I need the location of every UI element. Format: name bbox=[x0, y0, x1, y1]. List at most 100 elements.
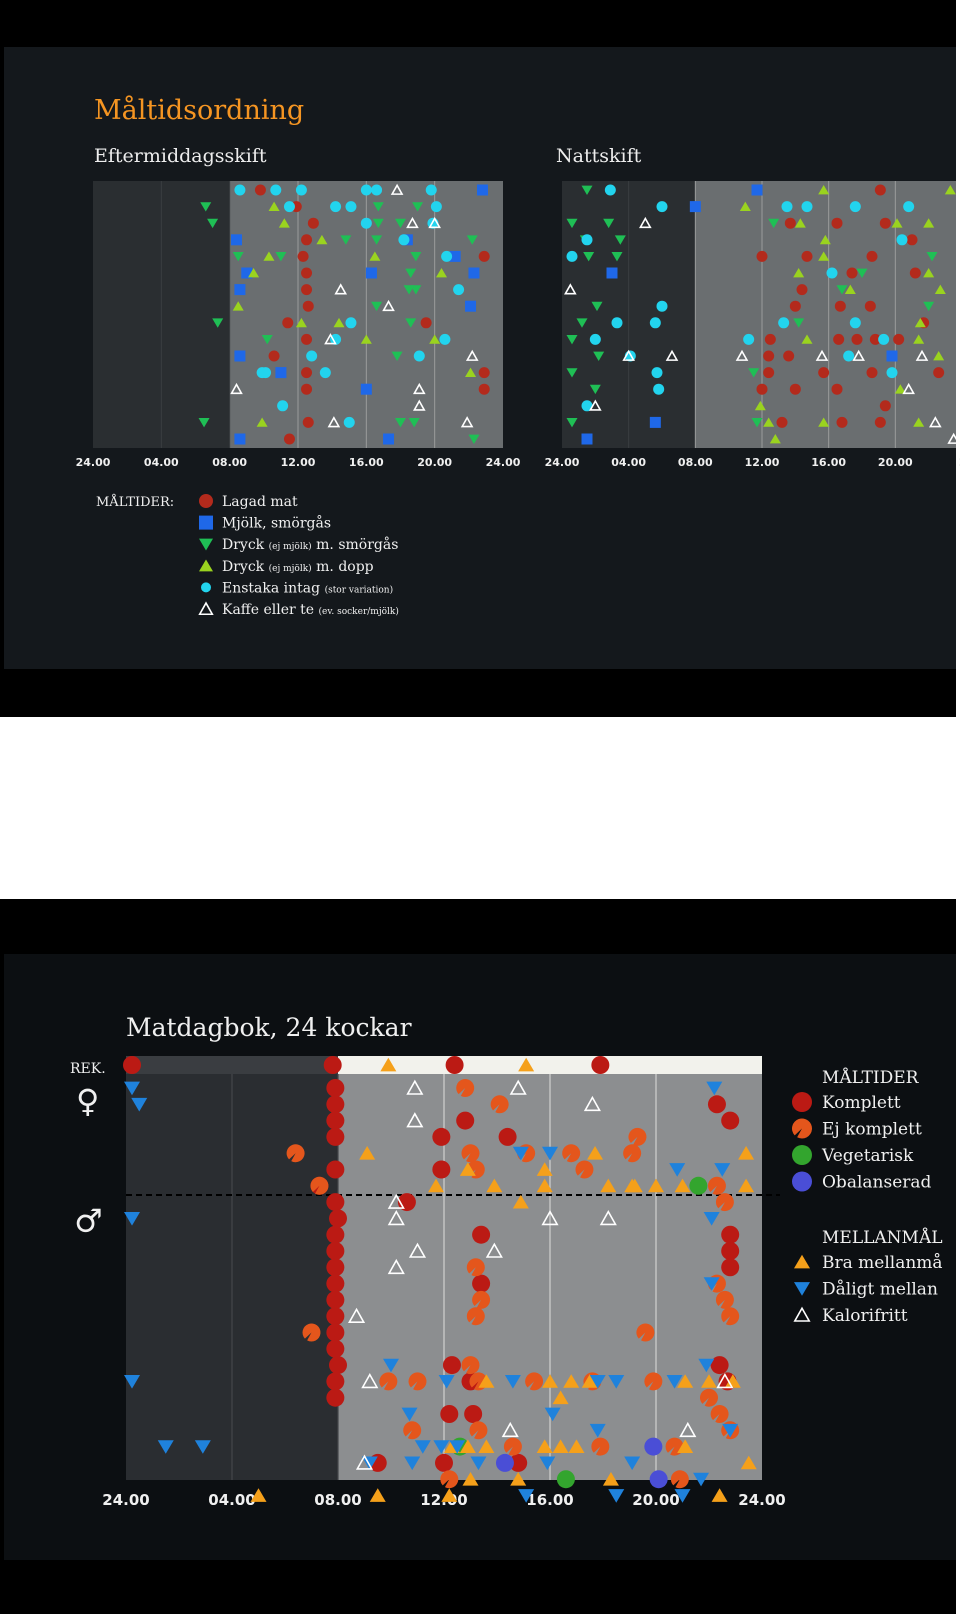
point-mjolk bbox=[234, 433, 246, 445]
point-bra bbox=[587, 1146, 604, 1160]
legend-label-lagad: Lagad mat bbox=[222, 494, 298, 510]
point-komplett bbox=[432, 1127, 451, 1146]
point-dryck_dopp bbox=[232, 301, 244, 311]
point-kalorifritt bbox=[361, 1372, 379, 1389]
point-enstaka bbox=[849, 201, 861, 213]
point-enstaka bbox=[656, 201, 668, 213]
point-kaffe bbox=[230, 382, 243, 395]
point-mjolk bbox=[275, 367, 287, 379]
point-enstaka bbox=[371, 184, 383, 196]
point-bra bbox=[462, 1472, 479, 1486]
point-mjolk bbox=[365, 267, 377, 279]
point-dryck_dopp bbox=[256, 417, 268, 427]
point-bra bbox=[459, 1439, 476, 1453]
point-lagad bbox=[864, 300, 876, 312]
legend-label-vegetarisk: Vegetarisk bbox=[821, 1146, 914, 1166]
point-ej_komplett bbox=[466, 1258, 485, 1277]
recommended-row-band bbox=[338, 1056, 762, 1074]
point-dryck_sm bbox=[614, 235, 626, 245]
point-lagad bbox=[789, 300, 801, 312]
legend-marker-lagad bbox=[199, 494, 213, 508]
legend-matdagbok: MÅLTIDER Komplett Ej komplett Vegetarisk Oba… bbox=[792, 1067, 943, 1326]
point-daligt bbox=[414, 1440, 431, 1454]
point-enstaka bbox=[826, 267, 838, 279]
x-tick-label: 08.00 bbox=[678, 456, 713, 469]
point-ej_komplett bbox=[591, 1437, 610, 1456]
point-mjolk bbox=[649, 416, 661, 428]
point-dryck_dopp bbox=[923, 218, 935, 228]
point-dryck_sm bbox=[371, 301, 383, 312]
point-dryck_dopp bbox=[268, 201, 280, 211]
point-bra bbox=[478, 1374, 495, 1388]
point-kaffe bbox=[406, 216, 419, 229]
point-daligt bbox=[674, 1489, 691, 1503]
point-daligt bbox=[542, 1146, 558, 1161]
point-enstaka bbox=[896, 234, 908, 246]
point-komplett bbox=[323, 1056, 342, 1074]
point-lagad bbox=[831, 217, 843, 229]
point-lagad bbox=[307, 217, 319, 229]
point-kaffe bbox=[334, 283, 348, 295]
point-dryck_sm bbox=[566, 218, 578, 229]
point-komplett bbox=[498, 1127, 517, 1146]
point-lagad bbox=[478, 367, 490, 379]
point-enstaka bbox=[743, 333, 755, 345]
point-kaffe bbox=[465, 349, 479, 361]
point-kaffe bbox=[327, 416, 341, 428]
legend-item-ej_komplett: Ej komplett bbox=[792, 1118, 922, 1140]
x-tick-label: 24.00 bbox=[102, 1491, 149, 1509]
point-ej_komplett bbox=[466, 1307, 485, 1326]
point-mjolk bbox=[360, 383, 372, 395]
slide-1-title: Måltidsordning bbox=[94, 95, 305, 126]
point-lagad bbox=[866, 250, 878, 262]
point-kaffe bbox=[852, 349, 865, 361]
point-daligt bbox=[703, 1277, 720, 1291]
series-lagad bbox=[756, 184, 945, 428]
chart-right-title: Nattskift bbox=[556, 145, 642, 167]
point-ej_komplett bbox=[490, 1095, 509, 1114]
point-enstaka bbox=[604, 184, 616, 196]
point-daligt bbox=[698, 1358, 715, 1373]
point-kalorifritt bbox=[408, 1242, 427, 1258]
point-dryck_sm bbox=[566, 335, 578, 345]
series-bra bbox=[250, 1057, 757, 1502]
legend-item-mjolk: Mjölk, smörgås bbox=[199, 515, 331, 532]
point-lagad bbox=[874, 184, 886, 196]
point-bra bbox=[510, 1472, 527, 1486]
legend-maltider: MÅLTIDER: Lagad mat Mjölk, smörgås Dryck (e… bbox=[96, 494, 399, 618]
point-mjolk bbox=[468, 267, 480, 279]
point-dryck_dopp bbox=[934, 284, 946, 294]
point-dryck_dopp bbox=[933, 351, 945, 361]
legend-heading: MÅLTIDER: bbox=[96, 494, 174, 510]
point-enstaka bbox=[656, 300, 668, 312]
point-lagad bbox=[879, 217, 891, 229]
point-komplett bbox=[329, 1356, 347, 1375]
legend-marker-mjolk bbox=[199, 515, 213, 530]
point-dryck_dopp bbox=[819, 234, 831, 245]
point-ej_komplett bbox=[628, 1127, 647, 1146]
point-komplett bbox=[326, 1160, 345, 1179]
point-kaffe bbox=[412, 399, 426, 411]
point-ej_komplett bbox=[623, 1144, 642, 1163]
point-lagad bbox=[783, 350, 795, 362]
point-bra bbox=[648, 1178, 664, 1193]
point-mjolk bbox=[234, 284, 246, 296]
rek-label: REK. bbox=[70, 1061, 106, 1077]
point-enstaka bbox=[413, 350, 425, 362]
point-lagad bbox=[420, 317, 432, 329]
point-enstaka bbox=[277, 400, 289, 412]
point-dryck_sm bbox=[591, 301, 603, 312]
point-enstaka bbox=[360, 184, 372, 196]
point-daligt bbox=[194, 1440, 211, 1454]
point-dryck_dopp bbox=[465, 367, 477, 377]
point-komplett bbox=[591, 1056, 610, 1074]
point-kaffe bbox=[564, 283, 577, 295]
point-daligt bbox=[124, 1081, 140, 1096]
point-enstaka bbox=[611, 317, 623, 329]
point-bra bbox=[674, 1178, 691, 1193]
point-lagad bbox=[833, 333, 845, 345]
point-ej_komplett bbox=[503, 1437, 522, 1456]
point-ej_komplett bbox=[456, 1079, 475, 1097]
point-dryck_dopp bbox=[369, 251, 381, 261]
point-dryck_dopp bbox=[316, 234, 328, 245]
